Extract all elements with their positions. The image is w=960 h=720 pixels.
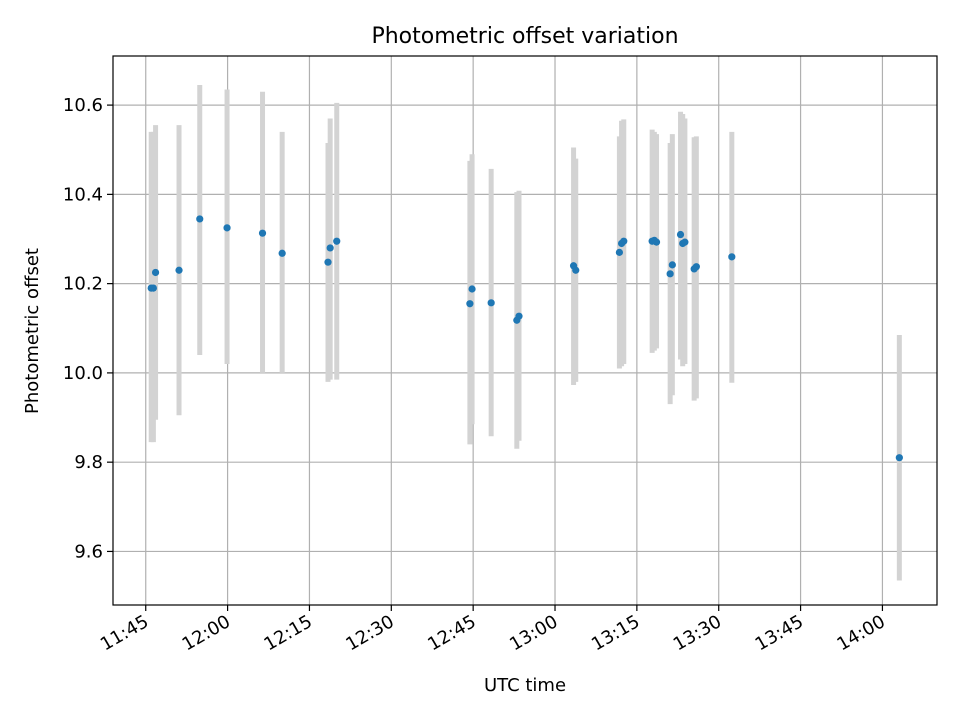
data-point [615, 248, 624, 256]
data-point [278, 249, 286, 257]
y-tick-label: 10.4 [63, 184, 103, 205]
data-point [468, 285, 476, 293]
data-point [668, 261, 676, 269]
data-point [728, 253, 736, 261]
data-point [466, 300, 474, 308]
data-point [652, 238, 661, 246]
data-point [151, 268, 160, 277]
data-point [666, 270, 674, 278]
data-points [147, 215, 903, 462]
data-point [895, 454, 903, 462]
data-point [258, 229, 267, 237]
y-axis-label: Photometric offset [22, 248, 43, 414]
data-point [326, 244, 334, 252]
y-tick-label: 10.0 [63, 363, 103, 384]
y-tick-label: 10.2 [63, 274, 103, 295]
data-point [223, 224, 231, 232]
data-point [676, 230, 685, 239]
data-point [692, 263, 700, 271]
data-point [333, 237, 341, 245]
y-tick-label: 9.8 [74, 452, 103, 473]
data-point [149, 284, 157, 292]
chart-title: Photometric offset variation [371, 24, 678, 49]
data-point [620, 237, 628, 245]
x-axis-label: UTC time [484, 675, 566, 696]
data-point [324, 258, 332, 266]
data-point [572, 266, 580, 274]
y-tick-label: 9.6 [74, 541, 103, 562]
y-tick-label: 10.6 [63, 95, 103, 116]
plot-frame [112, 55, 938, 606]
data-point [515, 312, 523, 320]
y-axis: 9.6 9.8 10.0 10.2 10.4 10.6 [63, 95, 113, 562]
data-point [487, 299, 495, 307]
data-point [196, 215, 204, 223]
data-point [175, 266, 183, 274]
data-point [681, 238, 689, 246]
